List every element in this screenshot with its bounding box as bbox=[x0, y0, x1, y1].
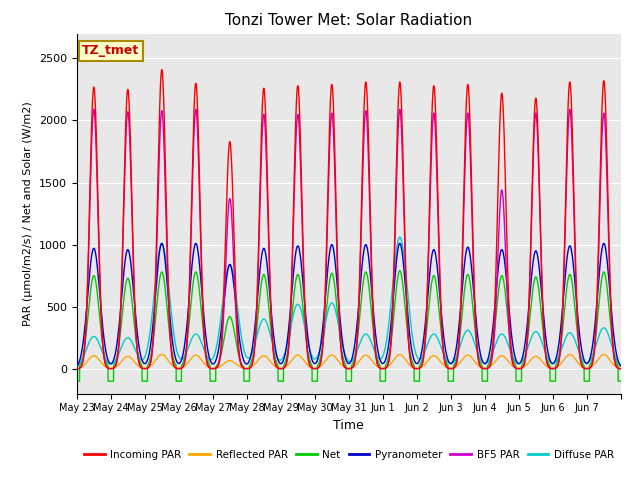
Text: TZ_tmet: TZ_tmet bbox=[82, 44, 140, 58]
X-axis label: Time: Time bbox=[333, 419, 364, 432]
Legend: Incoming PAR, Reflected PAR, Net, Pyranometer, BF5 PAR, Diffuse PAR: Incoming PAR, Reflected PAR, Net, Pyrano… bbox=[79, 445, 618, 464]
Y-axis label: PAR (μmol/m2/s) / Net and Solar (W/m2): PAR (μmol/m2/s) / Net and Solar (W/m2) bbox=[24, 101, 33, 326]
Title: Tonzi Tower Met: Solar Radiation: Tonzi Tower Met: Solar Radiation bbox=[225, 13, 472, 28]
